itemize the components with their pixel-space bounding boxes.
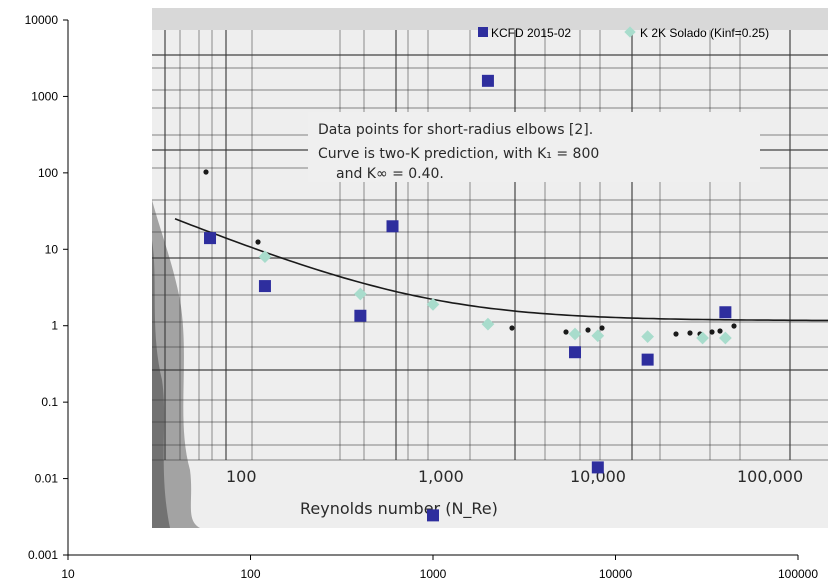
data-point-kcfd xyxy=(481,74,494,87)
x-tick-label: 1000 xyxy=(420,567,447,581)
x-tick-label: 10 xyxy=(61,567,75,581)
scan-dot xyxy=(585,327,591,333)
two-k-curve xyxy=(174,218,828,322)
x-tick-label: 100 xyxy=(240,567,260,581)
data-point-kcfd xyxy=(427,509,439,522)
data-point-kcfd xyxy=(386,220,399,233)
y-tick-label: 1 xyxy=(51,319,58,333)
y-tick-label: 0.1 xyxy=(41,395,58,409)
y-tick-label: 0.01 xyxy=(35,472,59,486)
scan-tick-1000: 1,000 xyxy=(418,467,464,486)
y-tick-label: 10 xyxy=(45,242,59,256)
scan-tick-100000: 100,000 xyxy=(737,467,803,486)
scan-dot xyxy=(709,329,715,335)
y-tick-label: 1000 xyxy=(31,89,58,103)
x-tick-labels: 10 100 1000 10000 100000 xyxy=(61,555,818,581)
scan-dot xyxy=(717,328,723,334)
scan-data-dots xyxy=(203,169,737,337)
scan-dot xyxy=(563,329,569,335)
scan-tick-10000: 10,000 xyxy=(570,467,626,486)
scan-dot xyxy=(203,169,209,175)
y-tick-label: 0.001 xyxy=(28,548,58,562)
scan-dot xyxy=(255,239,261,245)
data-point-kcfd xyxy=(354,309,367,322)
data-point-2k xyxy=(354,287,367,301)
scan-top-band xyxy=(152,8,828,30)
scan-dot xyxy=(599,325,605,331)
data-point-kcfd xyxy=(641,353,654,366)
data-point-kcfd xyxy=(204,232,217,245)
scan-left-shadow xyxy=(152,200,200,528)
x-tick-label: 10000 xyxy=(599,567,633,581)
legend: KCFD 2015-02 K 2K Solado (Kinf=0.25) xyxy=(478,26,769,40)
scan-dot xyxy=(509,325,515,331)
data-point-2k xyxy=(258,250,272,264)
axes: 10 100 1000 10000 100000 0.0010.010.11101001… xyxy=(25,13,819,581)
data-point-2k xyxy=(481,317,495,331)
background-scan: Data points for short-radius elbows [2].… xyxy=(152,8,828,528)
data-point-kcfd xyxy=(591,461,604,474)
data-point-kcfd xyxy=(569,346,582,359)
scan-dot xyxy=(673,331,679,337)
scan-paper xyxy=(152,8,828,528)
scan-caption-line3: and K∞ = 0.40. xyxy=(336,166,444,182)
scan-left-shadow-2 xyxy=(152,240,170,528)
series-kcfd xyxy=(204,74,732,522)
data-point-kcfd xyxy=(719,306,732,319)
scan-grid xyxy=(152,30,828,461)
legend-marker-kcfd xyxy=(478,27,488,37)
scan-caption-line2: Curve is two-K prediction, with K₁ = 800 xyxy=(318,146,599,162)
y-tick-labels: 0.001 0.01 0.1 1 10 100 1000 10000 xyxy=(25,13,68,562)
legend-label-2k: K 2K Solado (Kinf=0.25) xyxy=(640,26,769,40)
y-tick-label: 100 xyxy=(38,166,58,180)
scan-caption-box xyxy=(308,112,760,182)
data-point-kcfd xyxy=(258,280,271,293)
scan-xlabel: Reynolds number (N_Re) xyxy=(300,499,498,519)
data-point-2k xyxy=(426,298,440,311)
x-tick-label: 100000 xyxy=(778,567,818,581)
scan-tick-100: 100 xyxy=(226,467,257,486)
scan-dot xyxy=(687,330,693,336)
y-tick-label: 10000 xyxy=(25,13,59,27)
scan-caption-line1: Data points for short-radius elbows [2]. xyxy=(318,122,593,138)
scan-dot xyxy=(731,323,737,329)
legend-label-kcfd: KCFD 2015-02 xyxy=(491,26,571,40)
